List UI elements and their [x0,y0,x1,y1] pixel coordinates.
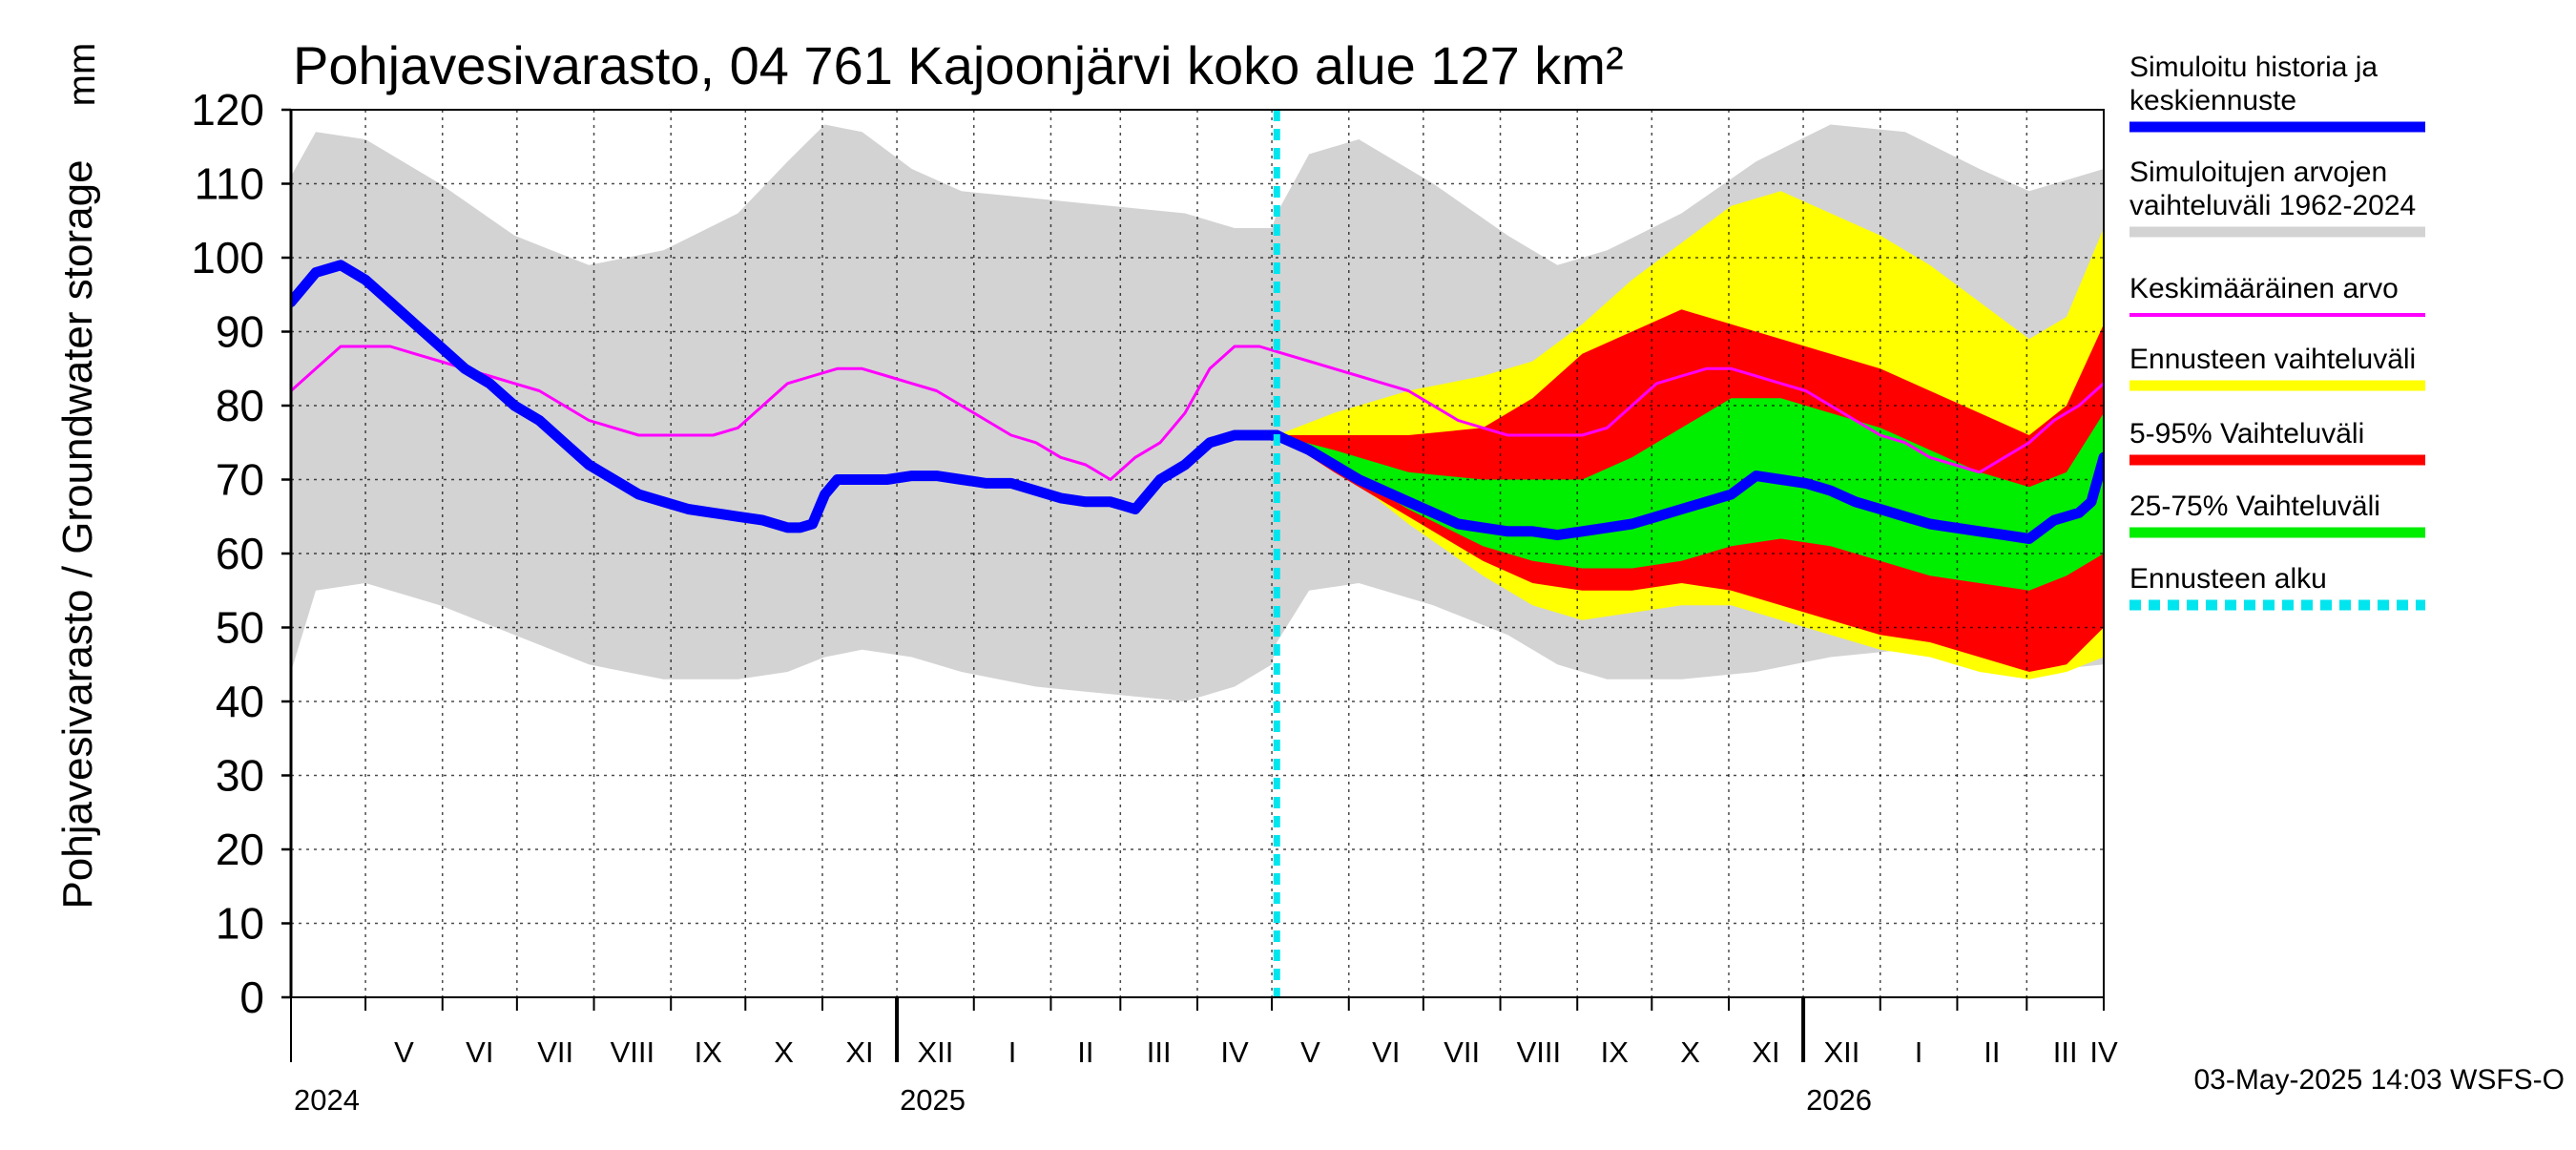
y-tick-label: 100 [191,233,264,282]
y-tick-label: 10 [216,899,264,949]
month-label: X [774,1035,794,1069]
month-label: IX [695,1035,723,1069]
series-layer [291,124,2104,701]
month-label: XII [917,1035,953,1069]
y-axis-unit: mm [61,43,103,107]
chart-title: Pohjavesivarasto, 04 761 Kajoonjärvi kok… [293,35,1624,95]
month-label: I [1008,1035,1017,1069]
y-tick-label: 120 [191,85,264,135]
legend-label: 25-75% Vaihteluväli [2129,491,2380,522]
y-tick-label: 110 [195,159,264,209]
lines-layer [291,260,2104,544]
year-label: 2024 [294,1083,360,1117]
plot-area [291,110,2105,997]
month-label: XI [845,1035,873,1069]
series-line-1 [291,260,2104,544]
month-label: I [1915,1035,1923,1069]
month-label: III [1147,1035,1172,1069]
y-tick-label: 0 [239,972,264,1022]
y-tick-label: 30 [216,751,264,801]
series-line-0 [291,345,2104,481]
month-label: IX [1601,1035,1630,1069]
month-label: XI [1752,1035,1779,1069]
month-label: VI [466,1035,493,1069]
y-axis-label: Pohjavesivarasto / Groundwater storage [54,159,101,909]
legend-label: Simuloitu historia ja [2129,52,2378,83]
y-tick-label: 70 [216,455,264,505]
y-tick-label: 60 [216,529,264,578]
legend-label: Simuloitujen arvojen [2129,157,2387,188]
month-label: VII [537,1035,573,1069]
month-label: VIII [611,1035,655,1069]
y-tick-label: 20 [216,825,264,874]
year-label: 2025 [900,1083,966,1117]
year-label: 2026 [1806,1083,1872,1117]
legend-label: Ennusteen alku [2129,563,2327,595]
month-label: XII [1823,1035,1859,1069]
month-label: V [1300,1035,1320,1069]
band-3 [1277,398,2104,591]
legend-label: Ennusteen vaihteluväli [2129,344,2416,375]
y-tick-label: 50 [216,603,264,653]
y-tick-label: 80 [216,381,264,430]
month-label: V [394,1035,414,1069]
y-tick-label: 40 [216,677,264,726]
month-label: IV [1220,1035,1249,1069]
month-label: III [2053,1035,2078,1069]
month-label: VII [1444,1035,1480,1069]
y-tick-label: 90 [216,307,264,357]
month-label: VIII [1517,1035,1562,1069]
legend-label: Keskimääräinen arvo [2129,273,2399,304]
legend-label: keskiennuste [2129,85,2296,116]
legend-label: vaihteluväli 1962-2024 [2129,190,2416,221]
grid [291,110,2105,997]
month-label: VI [1372,1035,1400,1069]
month-label: X [1680,1035,1700,1069]
month-label: II [1984,1035,2000,1069]
legend-label: 5-95% Vaihteluväli [2129,418,2364,450]
month-label: IV [2089,1035,2118,1069]
month-label: II [1077,1035,1093,1069]
timestamp-footer: 03-May-2025 14:03 WSFS-O [2194,1064,2566,1096]
